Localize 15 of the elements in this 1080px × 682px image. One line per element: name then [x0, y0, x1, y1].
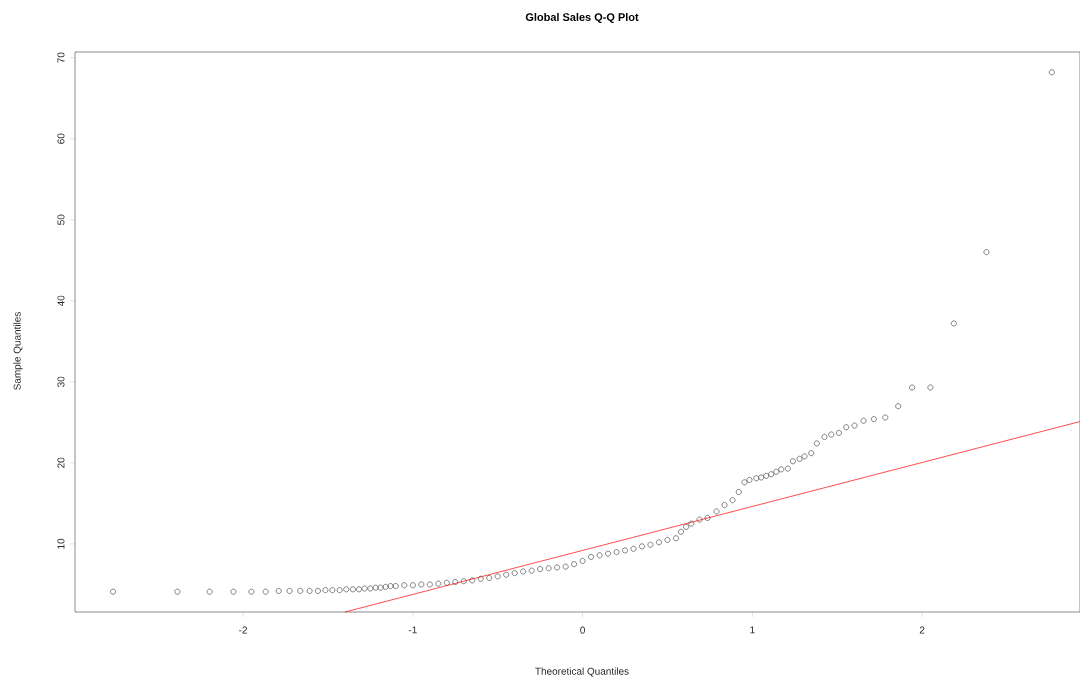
- y-tick-label: 10: [57, 538, 65, 549]
- x-axis-title: Theoretical Quantiles: [535, 667, 629, 677]
- x-tick-label: 1: [750, 626, 755, 634]
- y-tick-label: 20: [57, 457, 65, 468]
- y-tick-label: 50: [57, 214, 65, 225]
- x-tick-label: -2: [239, 626, 247, 634]
- y-axis-title: Sample Quantiles: [13, 312, 23, 390]
- y-tick-label: 70: [57, 52, 65, 63]
- chart-title: Global Sales Q-Q Plot: [525, 12, 639, 24]
- x-tick-label: -1: [408, 626, 417, 634]
- y-tick-label: 40: [57, 295, 65, 307]
- x-tick-label: 2: [919, 626, 925, 634]
- y-tick-label: 60: [57, 133, 65, 144]
- x-tick-label: 0: [580, 626, 585, 634]
- y-tick-label: 30: [57, 376, 65, 387]
